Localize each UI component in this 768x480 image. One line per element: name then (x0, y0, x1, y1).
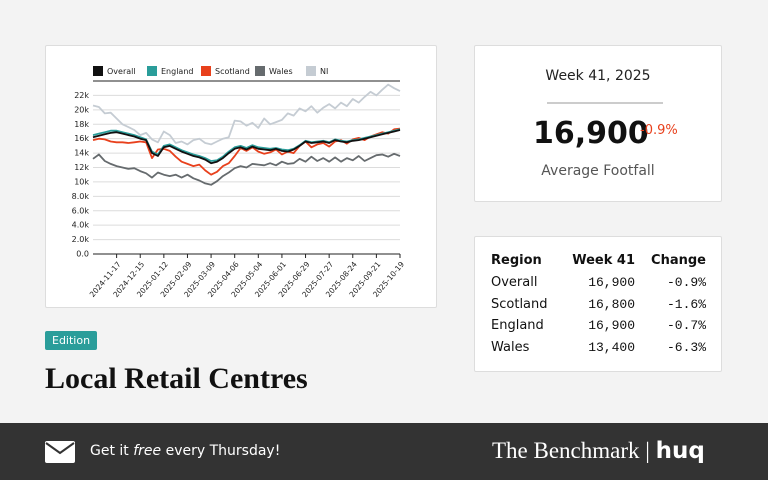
kpi-label: Average Footfall (541, 163, 655, 179)
legend-label: NI (320, 67, 328, 76)
series-line (92, 83, 401, 146)
kpi-card: Week 41, 2025 16,900 -0.9% Average Footf… (474, 45, 722, 202)
table-cell: 16,800 (588, 296, 635, 312)
legend-label: Scotland (215, 67, 250, 76)
chart-card: 0.0 2.0k 4.0k 6.0k 8.0k 10k 12k 14k 16k 18k 20k 22k… (45, 45, 437, 308)
legend-swatch (306, 66, 316, 76)
table-header: Change (651, 253, 706, 268)
y-tick-label: 10k (74, 177, 89, 186)
y-tick-label: 14k (74, 149, 89, 158)
table-cell: 16,900 (588, 318, 635, 333)
y-tick-label: 0.0 (76, 250, 89, 259)
table-cell: Overall (491, 275, 538, 290)
table-header: Week 41 (572, 253, 635, 268)
table-cell: -6.3% (666, 339, 706, 355)
legend-label: England (161, 67, 193, 76)
footer: Get it free every Thursday! The Benchmar… (0, 423, 768, 480)
mail-icon (45, 441, 75, 463)
series-line (92, 152, 401, 186)
page-title: Local Retail Centres (45, 362, 308, 395)
y-tick-label: 18k (74, 120, 89, 129)
brand: The Benchmark | huq (492, 438, 705, 464)
legend-swatch (255, 66, 265, 76)
table-header: Region (491, 253, 542, 268)
logo: huq (655, 438, 705, 464)
y-tick-label: 8.0k (72, 192, 90, 201)
cta-end: every Thursday! (165, 443, 281, 459)
table-cell: 16,900 (588, 275, 635, 290)
y-tick-label: 22k (74, 91, 89, 100)
cta: Get it free every Thursday! (90, 443, 280, 459)
brand-name: The Benchmark (492, 438, 640, 463)
kpi-rule (547, 102, 663, 104)
kpi-value: 16,900 (533, 116, 649, 151)
table-cell: -1.6% (666, 296, 706, 312)
legend-label: Wales (269, 67, 293, 76)
table-cell: -0.9% (666, 275, 706, 290)
brand-separator: | (645, 438, 650, 463)
table-card: Region Week 41 Change Overall 16,900 -0.9% Sco… (474, 236, 722, 372)
y-tick-label: 2.0k (72, 235, 90, 244)
edition-badge: Edition (45, 331, 98, 350)
table-cell: -0.7% (666, 318, 706, 333)
table-cell: Wales (491, 339, 530, 355)
legend-label: Overall (107, 67, 136, 76)
y-tick-label: 12k (74, 163, 89, 172)
legend-swatch (201, 66, 211, 76)
table-cell: 13,400 (588, 339, 635, 355)
y-tick-label: 20k (74, 105, 89, 114)
kpi-period: Week 41, 2025 (545, 68, 651, 84)
kpi-change: -0.9% (640, 123, 678, 138)
legend-swatch (93, 66, 103, 76)
series-line (92, 129, 401, 165)
y-tick-label: 6.0k (72, 206, 90, 215)
y-tick-label: 16k (74, 134, 89, 143)
cta-emphasis: free (133, 443, 162, 459)
table-cell: England (491, 318, 544, 333)
y-tick-label: 4.0k (72, 221, 90, 230)
cta-start: Get it (90, 443, 129, 459)
chart: 0.0 2.0k 4.0k 6.0k 8.0k 10k 12k 14k 16k 18k 20k 22k… (72, 66, 406, 299)
table-cell: Scotland (491, 296, 548, 312)
legend-swatch (147, 66, 157, 76)
